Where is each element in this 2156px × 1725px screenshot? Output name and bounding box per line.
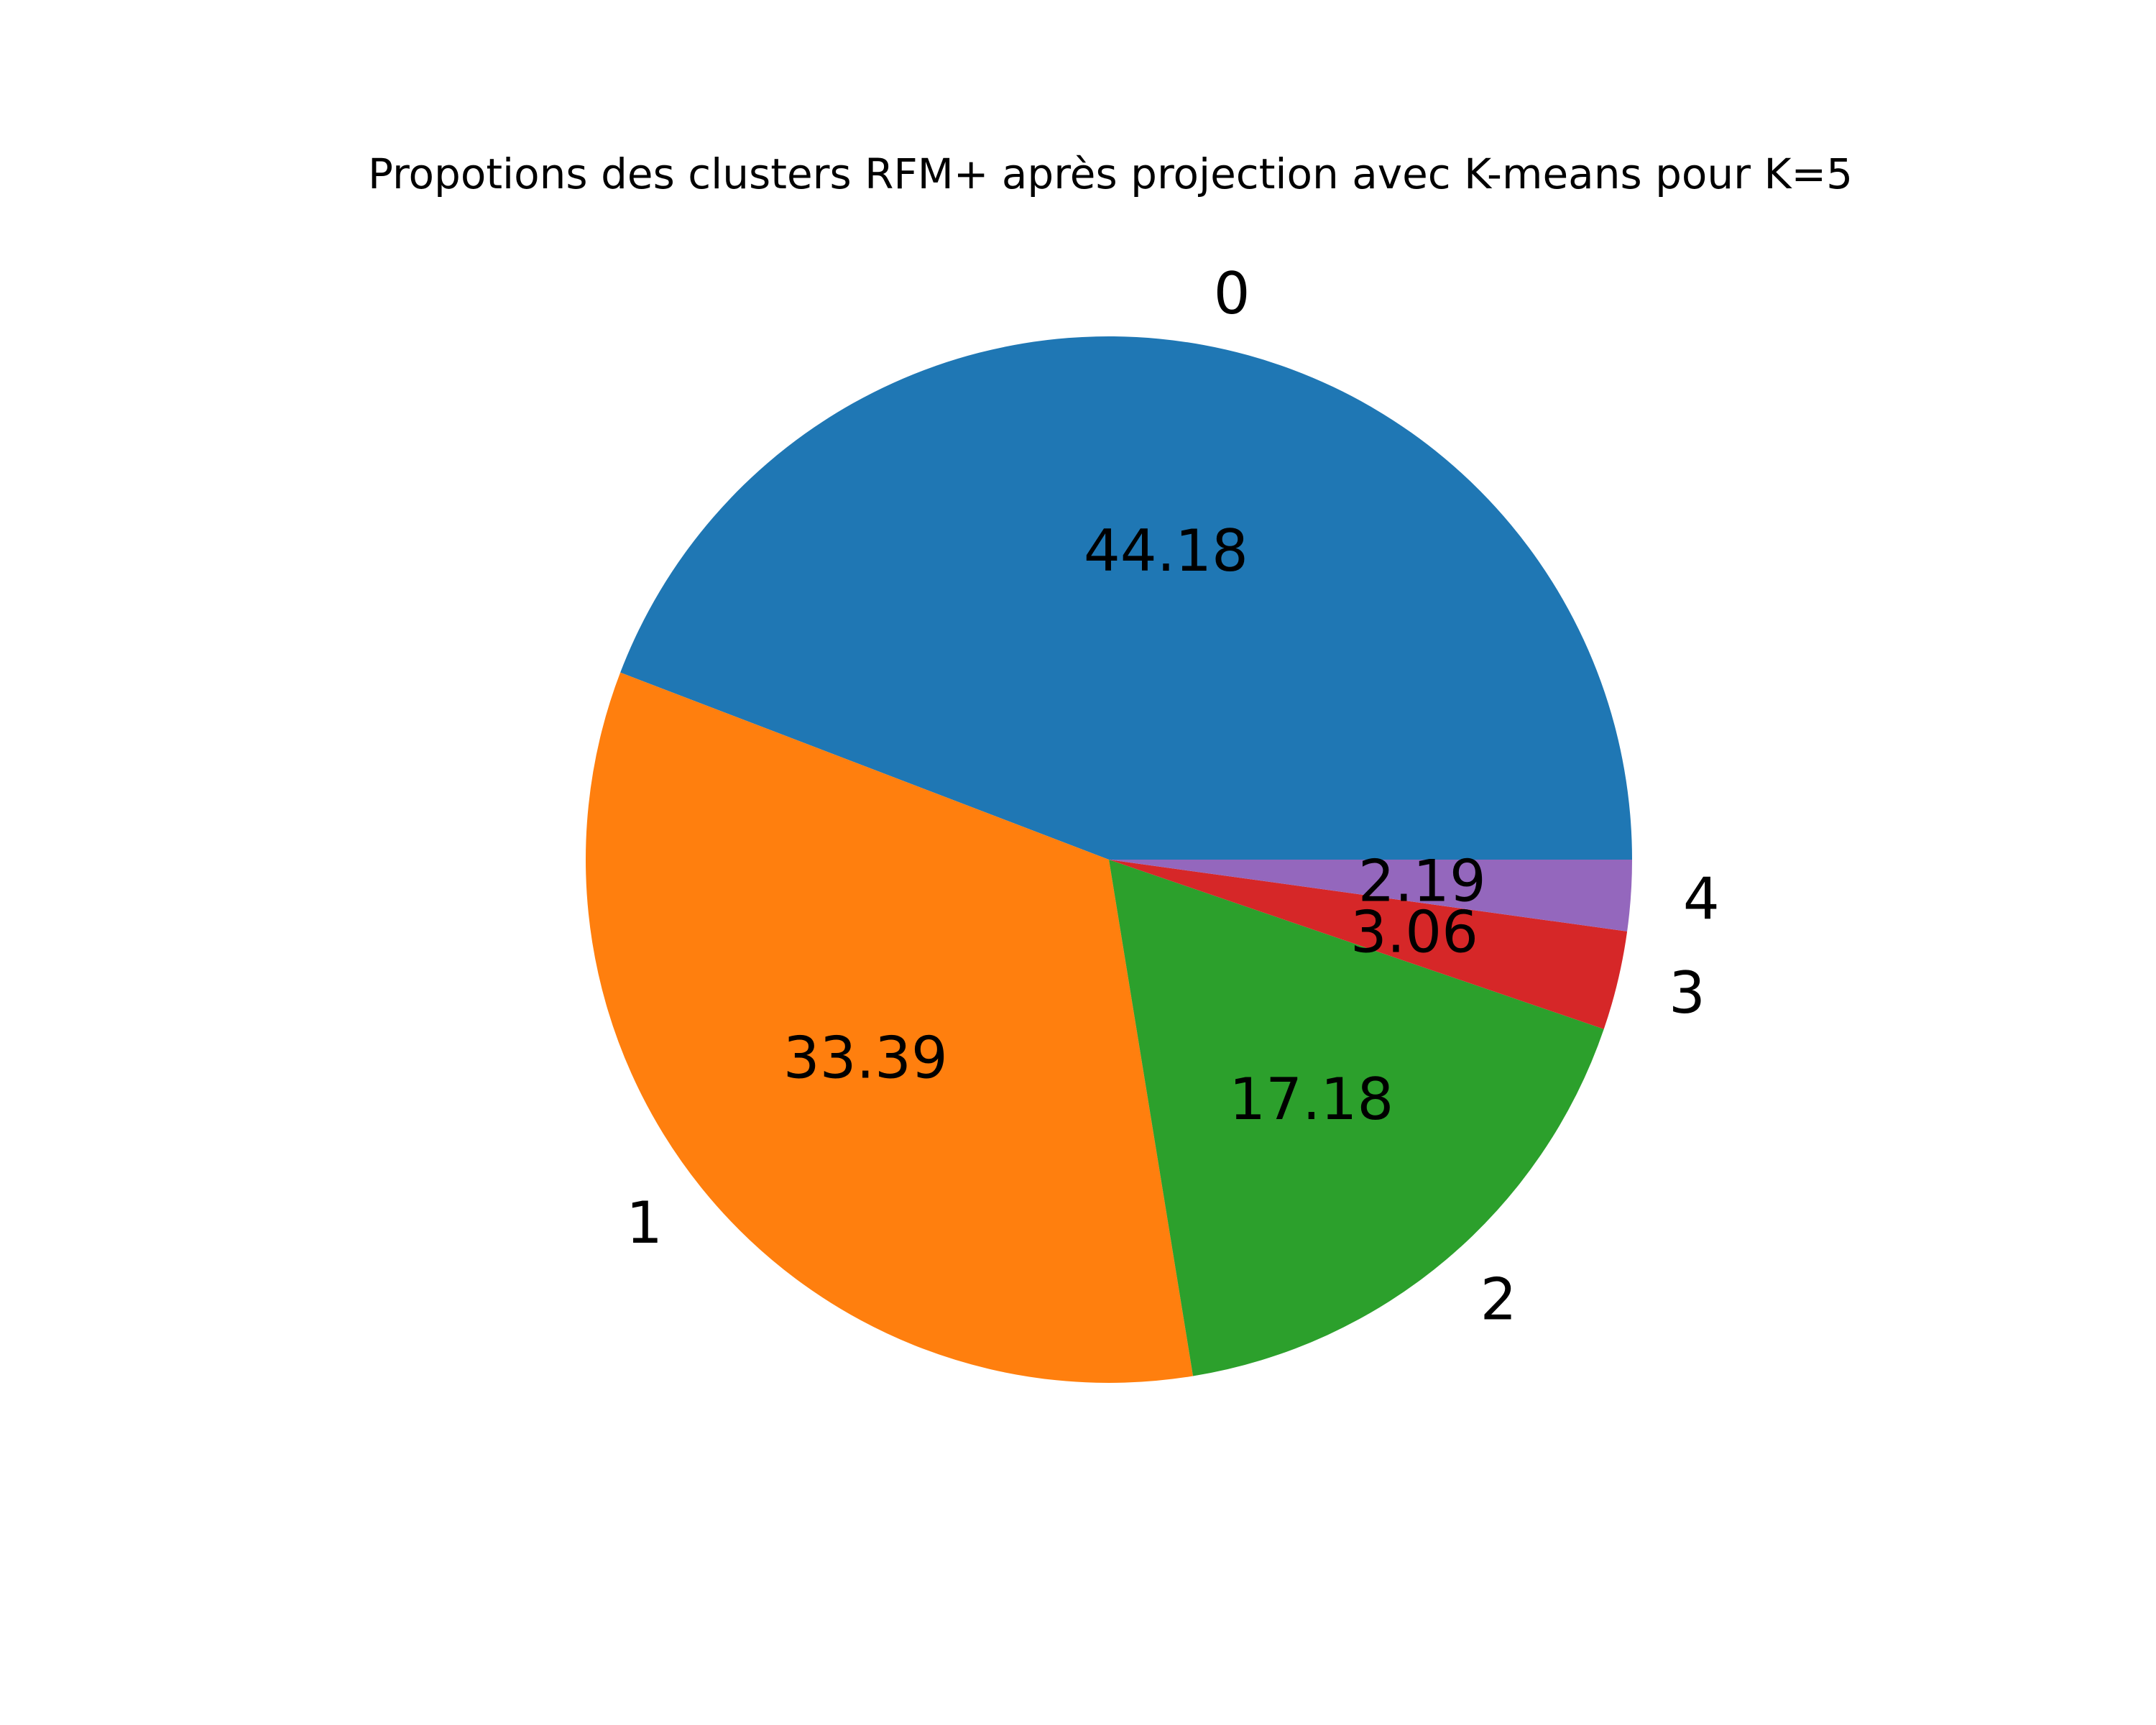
pie-slice-1 xyxy=(585,672,1194,1383)
value-labels: 44.18 33.39 17.18 3.062.19 xyxy=(783,518,1486,1133)
slice-label-2: 2 xyxy=(1480,1266,1517,1333)
chart-title: Propotions des clusters RFM+ après proje… xyxy=(368,150,1853,198)
value-label-1: 33.39 xyxy=(783,1024,948,1091)
slice-label-1: 1 xyxy=(626,1190,663,1256)
slice-labels: 0 1 2 3 4 xyxy=(626,260,1720,1333)
slice-label-4: 4 xyxy=(1683,866,1720,933)
pie-slice-3 xyxy=(1109,860,1628,1029)
slice-label-3: 3 xyxy=(1669,960,1705,1026)
pie-slice-2 xyxy=(1109,860,1604,1376)
pie-slices xyxy=(585,336,1632,1383)
pie-slice-4 xyxy=(1109,860,1632,932)
slice-label-0: 0 xyxy=(1214,260,1250,327)
value-label-2: 17.18 xyxy=(1229,1066,1393,1133)
value-label-3: 3.06 xyxy=(1350,899,1478,966)
value-label-0: 44.18 xyxy=(1084,518,1248,584)
pie-slice-0 xyxy=(620,336,1632,860)
value-label-4: 2.19 xyxy=(1358,848,1486,915)
